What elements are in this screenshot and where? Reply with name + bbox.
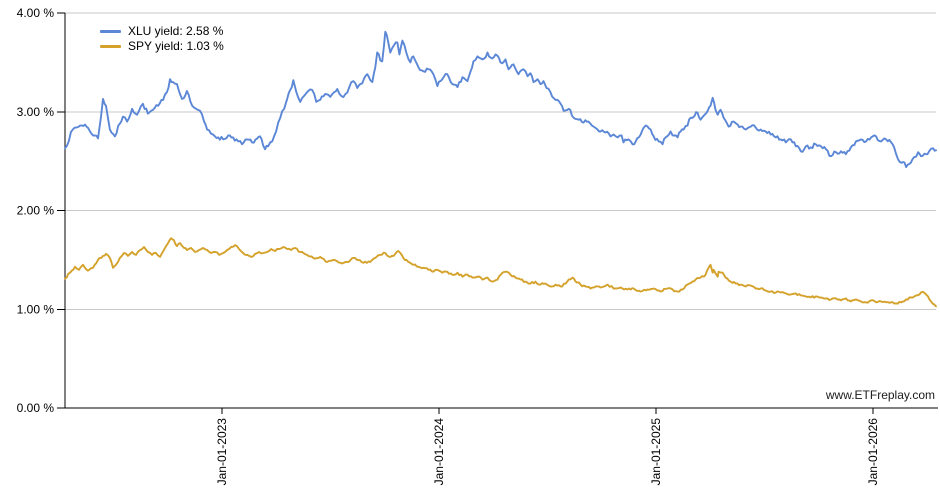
xlu-line-swatch [100, 30, 121, 33]
x-tick-label: Jan-01-2025 [649, 418, 663, 486]
series-line-spy [64, 237, 937, 308]
y-tick-label: 1.00 % [17, 302, 55, 316]
y-tick-label: 3.00 % [17, 105, 55, 119]
legend-item-xlu: XLU yield: 2.58 % [100, 25, 224, 38]
legend-label-spy: SPY yield: 1.03 % [128, 39, 224, 53]
x-tick-label: Jan-01-2026 [866, 418, 880, 486]
series-line-xlu [64, 30, 937, 169]
etfreplay-watermark: www.ETFreplay.com [825, 388, 935, 402]
chart-legend: XLU yield: 2.58 % SPY yield: 1.03 % [100, 25, 224, 55]
y-tick-label: 4.00 % [17, 6, 55, 20]
y-tick-label: 2.00 % [17, 204, 55, 218]
spy-line-swatch [100, 45, 121, 48]
legend-item-spy: SPY yield: 1.03 % [100, 40, 224, 53]
x-tick-label: Jan-01-2023 [215, 418, 229, 486]
x-tick-label: Jan-01-2024 [432, 418, 446, 486]
legend-label-xlu: XLU yield: 2.58 % [128, 24, 224, 38]
y-tick-label: 0.00 % [17, 401, 55, 415]
